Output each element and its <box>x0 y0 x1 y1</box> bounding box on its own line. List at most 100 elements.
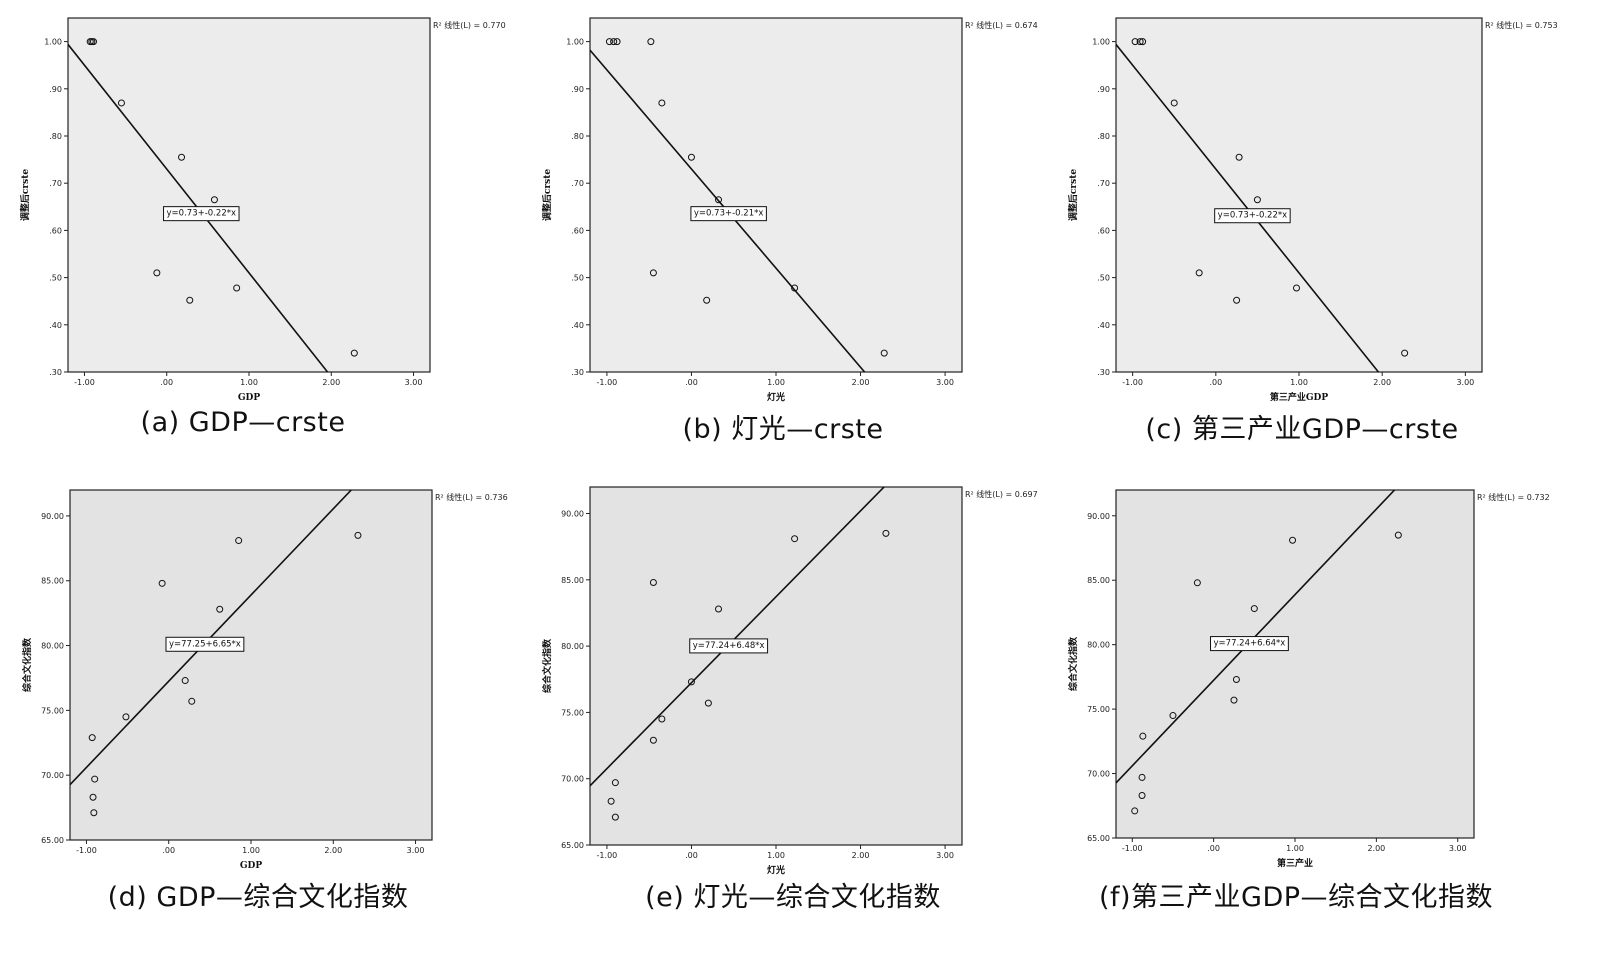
y-tick-label: .70 <box>49 179 62 188</box>
data-point <box>647 38 655 46</box>
y-tick-label: 75.00 <box>1087 705 1110 714</box>
equation-label: y=77.24+6.48*x <box>693 641 765 651</box>
y-tick-label: .30 <box>49 368 62 377</box>
x-tick-label: 3.00 <box>407 846 425 855</box>
x-tick-label: .00 <box>162 846 175 855</box>
x-tick-label: -1.00 <box>74 378 95 387</box>
x-tick-label: 2.00 <box>852 378 870 387</box>
data-point <box>235 537 243 545</box>
data-point <box>658 99 666 107</box>
x-tick-label: .00 <box>685 851 698 860</box>
x-tick-label: 3.00 <box>405 378 423 387</box>
x-axis-title: 第三产业GDP <box>1270 391 1328 403</box>
data-point <box>90 38 98 46</box>
data-point <box>791 284 799 292</box>
r-squared-label: R² 线性(L) = 0.697 <box>965 489 1038 499</box>
y-tick-label: .90 <box>1097 85 1110 94</box>
data-point <box>613 38 621 46</box>
equation-label: y=0.73+-0.22*x <box>1218 211 1287 221</box>
data-point <box>1138 791 1146 799</box>
x-tick-label: .00 <box>160 378 173 387</box>
data-point <box>1131 38 1139 46</box>
y-axis-title: 综合文化指数 <box>21 637 33 692</box>
x-tick-label: 1.00 <box>767 851 785 860</box>
x-tick-label: -1.00 <box>597 851 618 860</box>
data-point <box>181 677 189 685</box>
fit-line <box>590 487 886 787</box>
y-tick-label: 85.00 <box>41 577 64 586</box>
y-tick-label: 1.00 <box>44 38 62 47</box>
data-point <box>1131 807 1139 815</box>
y-tick-label: .70 <box>1097 179 1110 188</box>
plot-area <box>1115 17 1483 373</box>
y-tick-label: 85.00 <box>1087 576 1110 585</box>
x-tick-label: -1.00 <box>76 846 97 855</box>
data-point <box>1233 296 1241 304</box>
data-point <box>122 713 130 721</box>
data-point <box>703 296 711 304</box>
x-tick-label: .00 <box>1207 844 1220 853</box>
data-point <box>715 605 723 613</box>
data-point <box>611 813 619 821</box>
data-point <box>649 269 657 277</box>
r-squared-label: R² 线性(L) = 0.674 <box>965 20 1038 30</box>
x-tick-label: -1.00 <box>597 378 618 387</box>
equation-label: y=0.73+-0.22*x <box>167 209 236 219</box>
equation-label: y=77.24+6.64*x <box>1214 639 1286 649</box>
fit-line <box>1116 490 1396 784</box>
data-point <box>1193 579 1201 587</box>
equation-box <box>165 636 245 652</box>
data-point <box>1138 773 1146 781</box>
plot-area <box>1115 489 1475 839</box>
y-tick-label: 1.00 <box>566 38 584 47</box>
data-point <box>880 349 888 357</box>
data-point <box>350 349 358 357</box>
data-point <box>153 269 161 277</box>
data-point <box>1195 269 1203 277</box>
y-axis-title: 调整后crste <box>1067 169 1079 221</box>
data-point <box>1250 605 1258 613</box>
x-tick-label: 1.00 <box>767 378 785 387</box>
equation-box <box>1214 208 1291 224</box>
equation-box <box>689 638 769 654</box>
r-squared-label: R² 线性(L) = 0.770 <box>433 20 506 30</box>
y-tick-label: .50 <box>1097 274 1110 283</box>
x-tick-label: 3.00 <box>1456 378 1474 387</box>
plot-area <box>69 489 433 841</box>
data-point <box>1170 99 1178 107</box>
data-point <box>1136 38 1144 46</box>
y-tick-label: .60 <box>571 226 584 235</box>
x-tick-label: -1.00 <box>1122 844 1143 853</box>
data-point <box>607 797 615 805</box>
data-point <box>649 736 657 744</box>
fit-line <box>1116 43 1380 372</box>
data-point <box>354 531 362 539</box>
data-point <box>704 699 712 707</box>
equation-box <box>1210 636 1289 652</box>
r-squared-label: R² 线性(L) = 0.753 <box>1485 20 1558 30</box>
data-point <box>188 697 196 705</box>
data-point <box>605 38 613 46</box>
data-point <box>1139 732 1147 740</box>
y-tick-label: .80 <box>571 132 584 141</box>
r-squared-label: R² 线性(L) = 0.732 <box>1477 492 1550 502</box>
x-tick-label: 3.00 <box>936 851 954 860</box>
data-point <box>1289 536 1297 544</box>
data-point <box>89 793 97 801</box>
data-point <box>715 196 723 204</box>
y-tick-label: .30 <box>571 368 584 377</box>
data-point <box>158 579 166 587</box>
data-point <box>1293 284 1301 292</box>
x-axis-title: GDP <box>240 861 262 871</box>
x-axis-title: 灯光 <box>767 391 785 403</box>
y-tick-label: .40 <box>571 321 584 330</box>
data-point <box>1169 712 1177 720</box>
panel-caption: (b) 灯光—crste <box>682 414 884 445</box>
data-point <box>1253 196 1261 204</box>
y-tick-label: .60 <box>1097 226 1110 235</box>
y-tick-label: 65.00 <box>41 836 64 845</box>
plot-area <box>589 17 963 373</box>
